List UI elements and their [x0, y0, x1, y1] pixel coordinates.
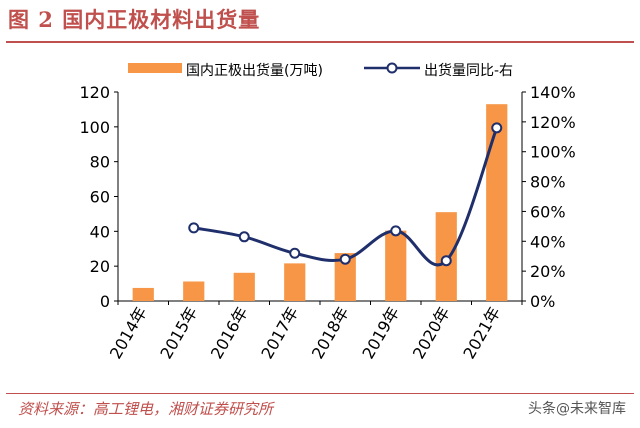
- legend-bar-swatch: [128, 63, 182, 73]
- bar: [183, 281, 205, 301]
- growth-point: [188, 222, 200, 234]
- growth-line: [188, 122, 503, 267]
- y-tick-label-left: 100: [79, 118, 110, 137]
- y-tick-label-left: 60: [90, 188, 110, 207]
- y-tick-label-left: 20: [90, 257, 110, 276]
- y-tick-label-right: 100%: [530, 143, 576, 162]
- legend-bar-label: 国内正极出货量(万吨): [186, 62, 323, 79]
- y-tick-label-right: 0%: [530, 292, 555, 311]
- footer-rule: [6, 393, 634, 394]
- bar: [233, 272, 255, 301]
- growth-point: [440, 255, 452, 267]
- y-tick-label-left: 0: [100, 292, 110, 311]
- bar: [385, 230, 407, 301]
- x-tick-label: 2018年: [308, 304, 353, 363]
- bar: [486, 104, 508, 301]
- title-rule: [6, 41, 634, 43]
- bar: [284, 263, 306, 301]
- x-tick-label: 2017年: [257, 304, 302, 363]
- chart-title: 图 2 国内正极材料出货量: [8, 7, 261, 32]
- bar: [132, 287, 154, 301]
- watermark: 头条@未来智库: [528, 401, 626, 417]
- y-tick-label-right: 40%: [530, 232, 566, 251]
- y-tick-label-right: 60%: [530, 202, 566, 221]
- growth-point: [390, 225, 402, 237]
- bar: [334, 253, 356, 301]
- y-tick-label-right: 80%: [530, 173, 566, 192]
- x-tick-label: 2020年: [409, 304, 454, 363]
- chart: 国内正极出货量(万吨) 出货量同比-右 0 20 40 60 80 100 120 0% 20%…: [79, 62, 576, 363]
- x-tick-label: 2015年: [156, 304, 201, 363]
- y-tick-label-right: 120%: [530, 113, 576, 132]
- x-tick-label: 2014年: [106, 304, 151, 363]
- y-tick-label-left: 120: [79, 83, 110, 102]
- growth-point: [339, 253, 351, 265]
- legend-line-marker: [386, 62, 398, 74]
- growth-point: [289, 247, 301, 259]
- y-tick-label-left: 40: [90, 222, 110, 241]
- x-tick-label: 2021年: [459, 304, 504, 363]
- y-tick-label-left: 80: [90, 153, 110, 172]
- x-tick-label: 2016年: [207, 304, 252, 363]
- legend-line-label: 出货量同比-右: [424, 62, 513, 79]
- legend: 国内正极出货量(万吨) 出货量同比-右: [128, 62, 513, 79]
- source-note: 资料来源：高工锂电，湘财证券研究所: [18, 400, 274, 418]
- growth-point: [238, 231, 250, 243]
- x-tick-label: 2019年: [358, 304, 403, 363]
- y-tick-label-right: 140%: [530, 83, 576, 102]
- growth-point: [491, 122, 503, 134]
- bars: [132, 104, 508, 301]
- y-tick-label-right: 20%: [530, 262, 566, 281]
